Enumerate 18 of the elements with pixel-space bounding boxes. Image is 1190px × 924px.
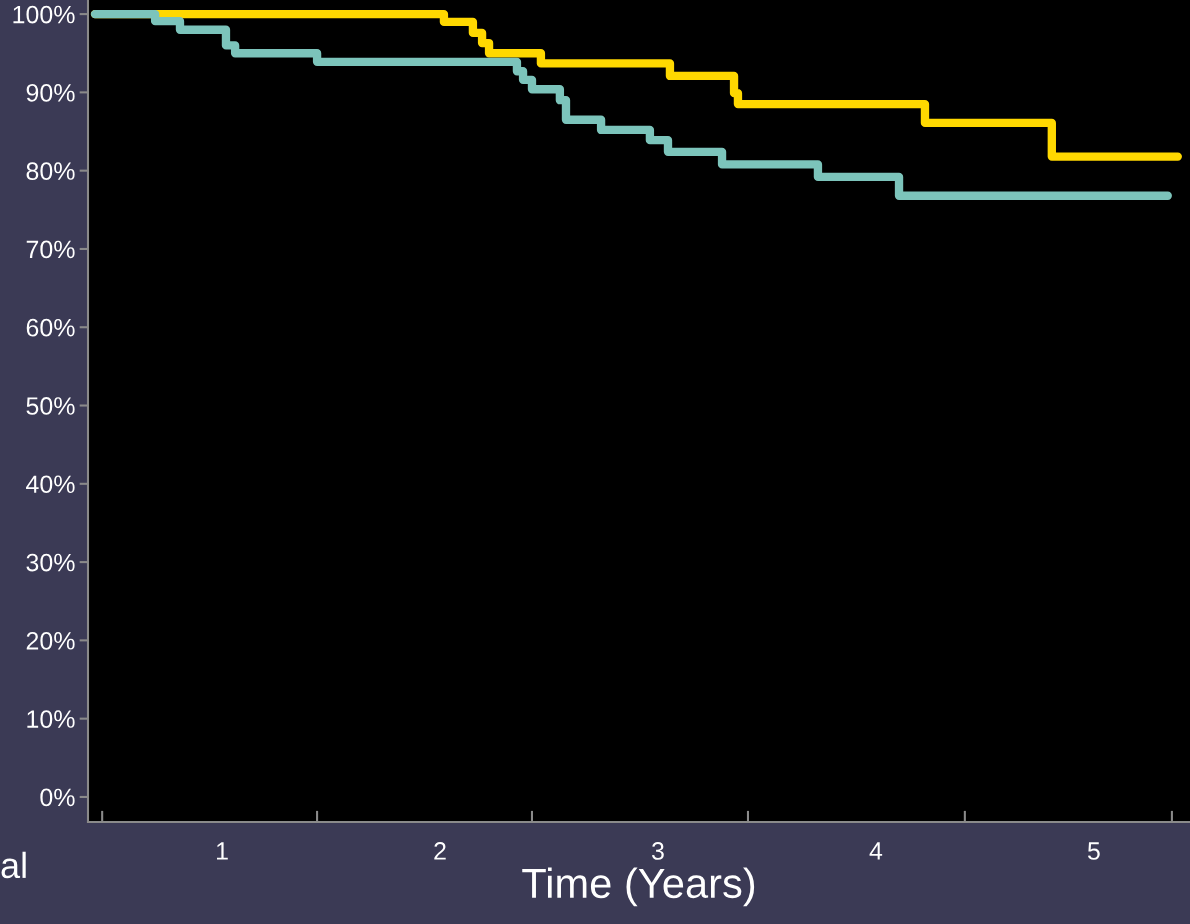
y-tick-label: 60% xyxy=(26,318,75,337)
y-tick-label: 50% xyxy=(26,397,75,415)
y-tick-label: 40% xyxy=(26,475,75,494)
x-axis-title: Time (Years) xyxy=(522,867,755,907)
x-tick-label: 3 xyxy=(651,842,664,860)
x-tick-label: 2 xyxy=(434,842,446,860)
y-tick-label: 80% xyxy=(26,162,75,180)
y-tick-label: 100% xyxy=(13,5,75,24)
x-tick-label: 4 xyxy=(869,842,883,860)
y-tick-label: 30% xyxy=(26,553,75,572)
text: al xyxy=(1,851,26,879)
x-tick-label: 1 xyxy=(217,842,228,860)
y-tick-label: 90% xyxy=(26,83,75,102)
y-tick-label: 10% xyxy=(27,710,75,728)
x-tick-label: 5 xyxy=(1087,842,1100,860)
y-tick-label: 70% xyxy=(26,240,75,259)
y-tick-label: 0% xyxy=(40,788,75,807)
y-tick-label: 20% xyxy=(26,631,75,650)
